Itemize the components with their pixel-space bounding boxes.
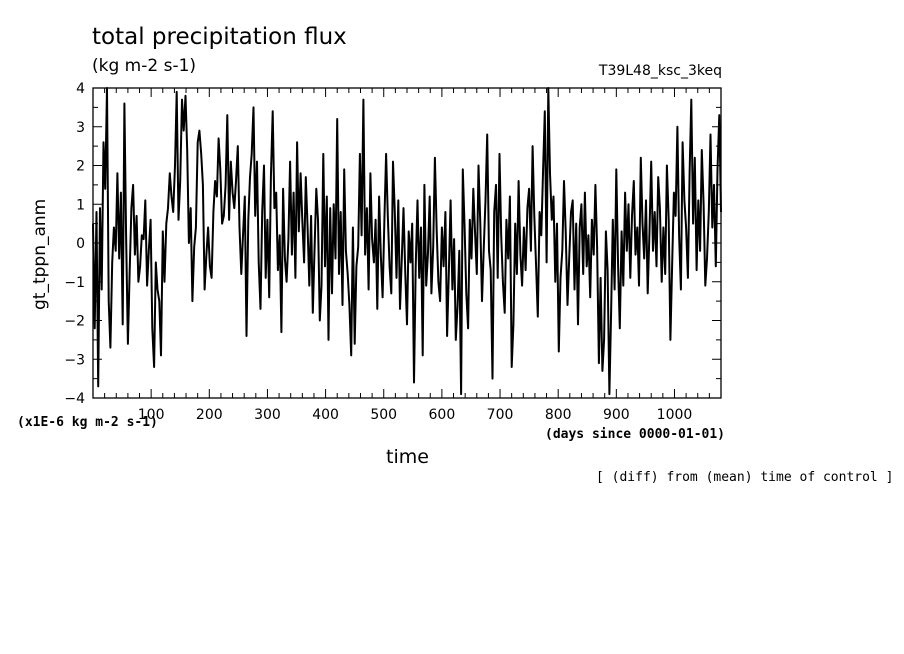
y-tick-label: 1 [76,197,85,213]
x-tick-label: 700 [487,407,514,423]
x-tick-label: 1000 [657,407,693,423]
y-tick-label: −3 [64,352,85,368]
axis-tick-labels: 100 200 300 400 500 600 700 800 900 1000 −4 −3 −2 −1 0… [64,81,692,423]
x-tick-label: 900 [603,407,630,423]
y-axis-units: (x1E-6 kg m-2 s-1) [17,415,158,430]
x-tick-label: 400 [312,407,339,423]
x-tick-label: 300 [254,407,281,423]
chart-title: total precipitation flux [92,24,347,50]
x-tick-label: 100 [138,407,165,423]
x-tick-label: 600 [429,407,456,423]
series-line [92,87,722,396]
y-tick-label: 4 [76,81,85,97]
x-axis-units: (days since 0000-01-01) [545,427,726,442]
x-tick-label: 800 [545,407,572,423]
y-tick-label: −2 [64,314,85,330]
y-tick-label: −4 [64,391,85,407]
y-tick-label: 0 [76,236,85,252]
x-tick-label: 500 [370,407,397,423]
x-tick-label: 200 [196,407,223,423]
y-tick-label: 2 [76,159,85,175]
y-tick-label: 3 [76,120,85,136]
comparison-note: [ (diff) from (mean) time of control ] [596,470,894,485]
chart-units-label: (kg m-2 s-1) [92,56,197,76]
x-axis-label: time [386,446,429,468]
run-id-label: T39L48_ksc_3keq [598,63,722,79]
y-tick-label: −1 [64,275,85,291]
